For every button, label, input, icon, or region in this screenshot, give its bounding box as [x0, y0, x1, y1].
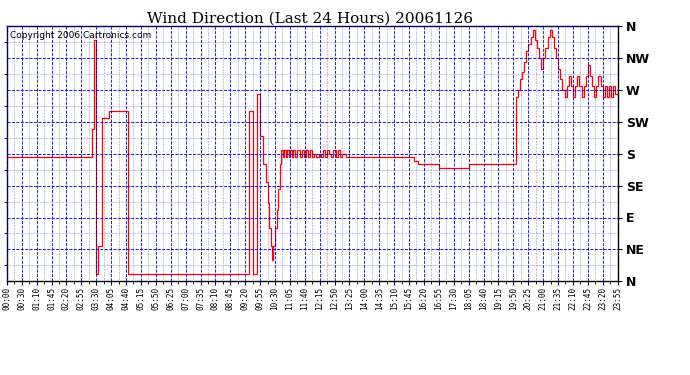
Text: Wind Direction (Last 24 Hours) 20061126: Wind Direction (Last 24 Hours) 20061126 [148, 11, 473, 25]
Text: Copyright 2006 Cartronics.com: Copyright 2006 Cartronics.com [10, 32, 151, 40]
